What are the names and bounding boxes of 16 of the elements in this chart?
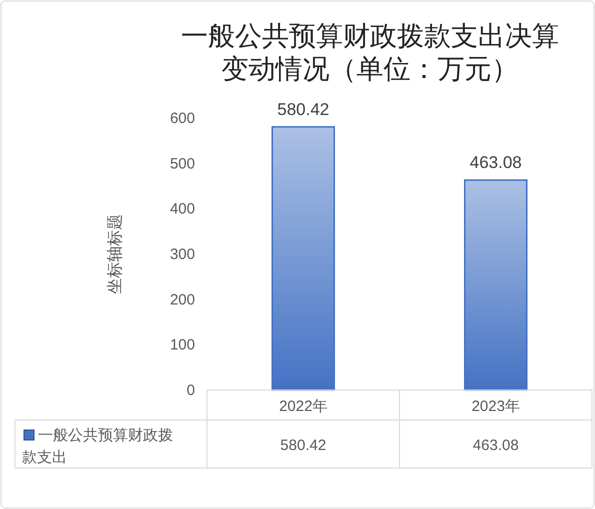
y-axis-title: 坐标轴标题: [106, 214, 124, 294]
chart-title: 一般公共预算财政拨款支出决算变动情况（单位：万元）: [181, 21, 559, 84]
y-tick-label: 100: [170, 336, 195, 354]
y-tick-label: 200: [170, 291, 195, 308]
text: 463.08: [470, 153, 522, 172]
data-label: 580.42: [280, 437, 326, 454]
x-tick-label: 2023年: [472, 398, 520, 415]
y-tick-label: 300: [170, 246, 195, 263]
text: 580.42: [277, 100, 330, 119]
y-tick-label: 0: [186, 382, 195, 399]
y-tick-label: 400: [170, 200, 195, 218]
y-tick-label: 600: [170, 110, 195, 127]
legend-label: 一般公共预算财政拨款支出: [22, 427, 173, 466]
x-tick-label: 2022年: [279, 398, 328, 415]
y-tick-label: 500: [170, 155, 195, 172]
data-label: 463.08: [472, 437, 519, 454]
